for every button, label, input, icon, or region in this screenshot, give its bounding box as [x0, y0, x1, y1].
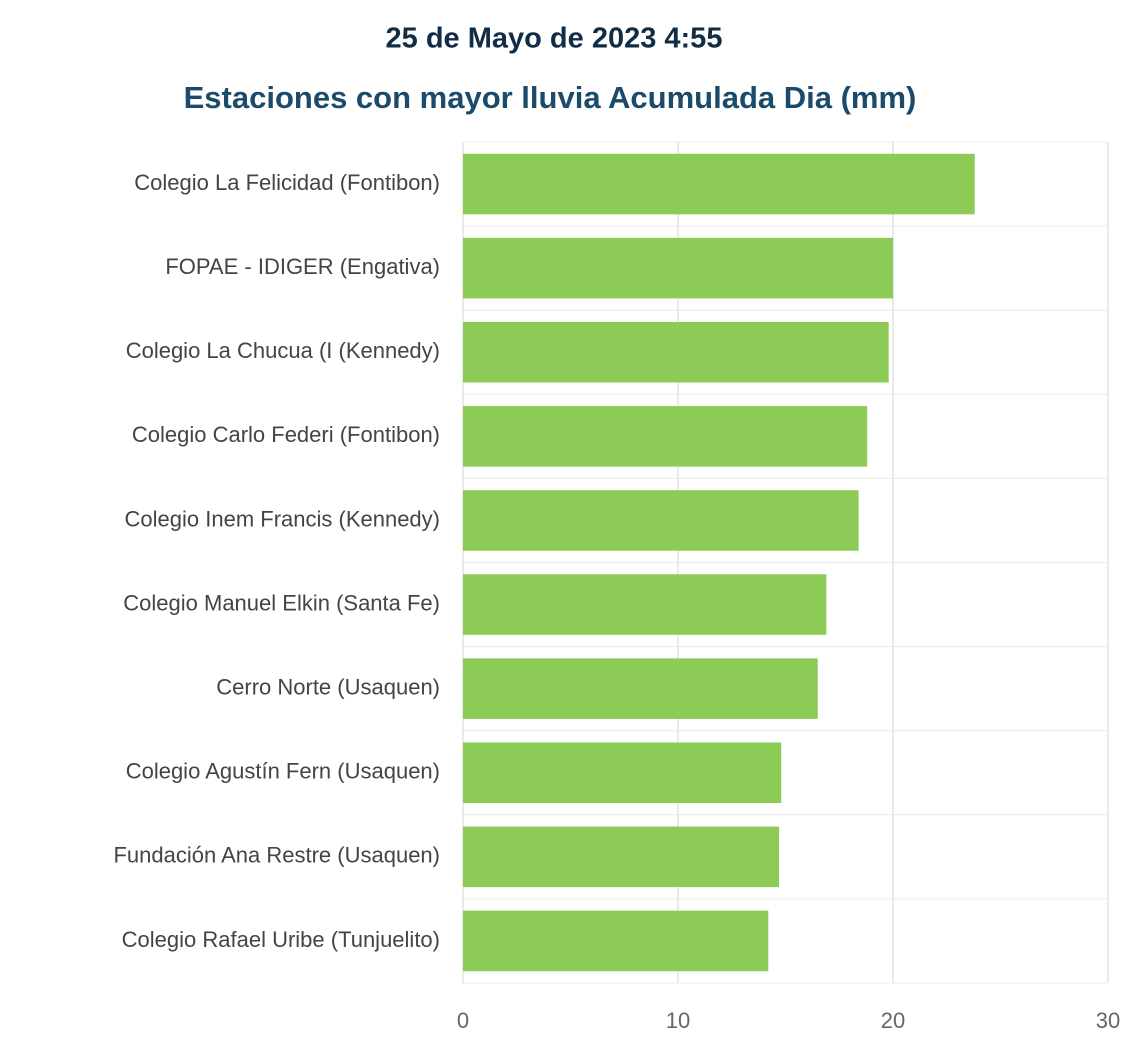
bar — [463, 826, 780, 888]
bar — [463, 574, 827, 635]
y-tick-label: Colegio Rafael Uribe (Tunjuelito) — [122, 927, 440, 952]
y-tick-label: Cerro Norte (Usaquen) — [216, 674, 440, 699]
bar — [463, 490, 859, 551]
y-tick-label: FOPAE - IDIGER (Engativa) — [165, 254, 440, 279]
x-tick-label: 30 — [1096, 1008, 1120, 1033]
bar — [463, 153, 975, 215]
y-tick-label: Colegio Agustín Fern (Usaquen) — [126, 759, 440, 784]
y-tick-label: Colegio La Felicidad (Fontibon) — [134, 170, 440, 195]
bar — [463, 658, 818, 719]
bar — [463, 321, 889, 383]
x-tick-label: 0 — [457, 1008, 469, 1033]
y-tick-label: Colegio Carlo Federi (Fontibon) — [132, 422, 440, 447]
bar — [463, 237, 893, 299]
y-tick-label: Colegio La Chucua (I (Kennedy) — [126, 338, 440, 363]
x-tick-label: 10 — [666, 1008, 690, 1033]
bar — [463, 406, 868, 467]
y-tick-label: Fundación Ana Restre (Usaquen) — [113, 843, 440, 868]
bar — [463, 742, 782, 804]
y-tick-label: Colegio Manuel Elkin (Santa Fe) — [123, 590, 440, 615]
bar — [463, 910, 769, 972]
chart-subtitle: Estaciones con mayor lluvia Acumulada Di… — [184, 80, 917, 115]
chart-title: 25 de Mayo de 2023 4:55 — [386, 23, 723, 55]
x-tick-label: 20 — [881, 1008, 905, 1033]
y-tick-label: Colegio Inem Francis (Kennedy) — [125, 506, 440, 531]
